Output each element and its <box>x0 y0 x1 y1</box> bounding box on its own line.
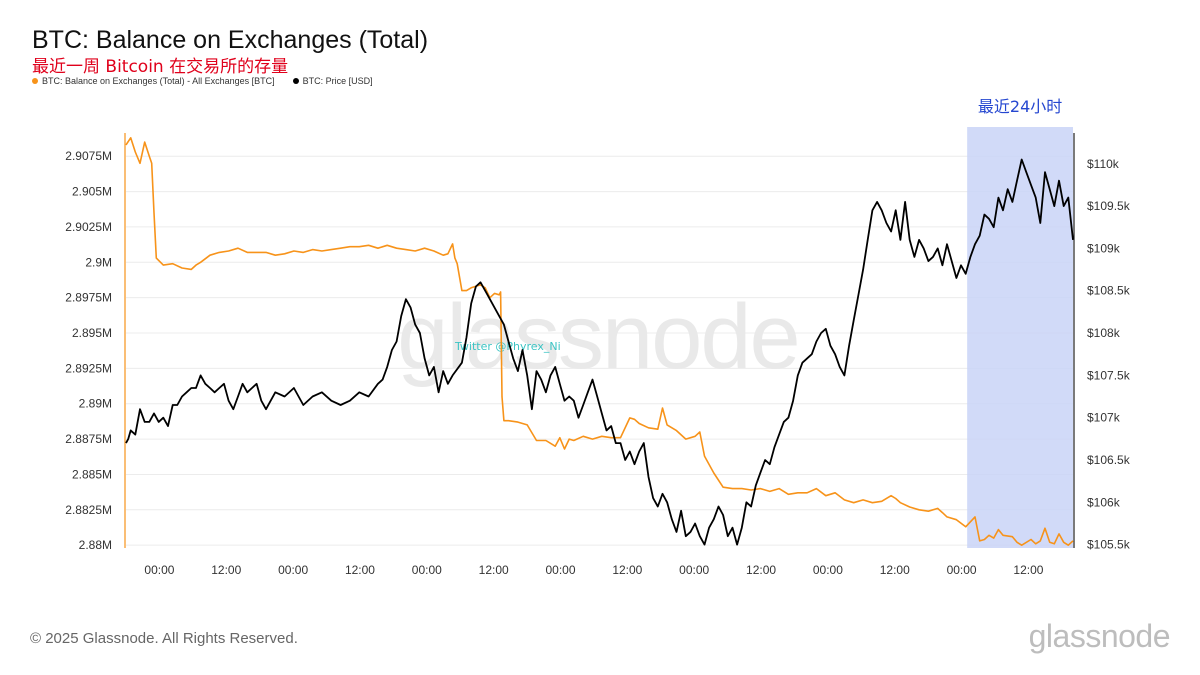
y-right-tick-label: $105.5k <box>1087 538 1131 552</box>
legend-dot-price <box>292 78 299 84</box>
x-tick-label: 00:00 <box>144 563 174 577</box>
x-tick-label: 12:00 <box>479 563 509 577</box>
chart-title: BTC: Balance on Exchanges (Total) <box>32 26 429 54</box>
legend-label-price: BTC: Price [USD] <box>302 76 373 86</box>
y-left-tick-label: 2.9075M <box>65 149 112 163</box>
y-right-tick-label: $108k <box>1087 326 1121 340</box>
y-left-tick-label: 2.89M <box>79 397 112 411</box>
balance-line <box>125 137 1074 546</box>
watermark-note: Twitter @Phyrex_Ni <box>454 340 561 353</box>
y-right-tick-label: $109k <box>1087 241 1121 255</box>
y-right-tick-label: $107.5k <box>1087 368 1131 382</box>
x-tick-label: 00:00 <box>947 563 977 577</box>
price-line <box>125 158 1074 546</box>
brand-logo: glassnode <box>1028 618 1171 654</box>
x-tick-label: 12:00 <box>612 563 642 577</box>
x-tick-label: 00:00 <box>813 563 843 577</box>
y-left-tick-label: 2.9025M <box>65 220 112 234</box>
x-tick-label: 12:00 <box>1013 563 1043 577</box>
y-left-tick-label: 2.885M <box>72 467 112 481</box>
axes: 2.9075M 2.905M 2.9025M 2.9M 2.8975M 2.895M 2.8… <box>65 133 1131 577</box>
x-tick-label: 00:00 <box>412 563 442 577</box>
watermark: glassnode <box>397 286 798 388</box>
x-tick-label: 12:00 <box>746 563 776 577</box>
copyright: © 2025 Glassnode. All Rights Reserved. <box>30 630 298 647</box>
chart-subtitle: 最近一周 Bitcoin 在交易所的存量 <box>32 57 289 77</box>
y-right-tick-label: $109.5k <box>1087 199 1131 213</box>
y-left-tick-label: 2.8975M <box>65 291 112 305</box>
x-tick-label: 12:00 <box>345 563 375 577</box>
y-left-tick-label: 2.8925M <box>65 361 112 375</box>
y-left-tick-label: 2.8875M <box>65 432 112 446</box>
y-left-tick-label: 2.9M <box>85 255 112 269</box>
y-right-tick-label: $107k <box>1087 411 1121 425</box>
x-tick-label: 12:00 <box>880 563 910 577</box>
y-right-tick-label: $108.5k <box>1087 284 1131 298</box>
x-tick-label: 00:00 <box>679 563 709 577</box>
y-right-tick-label: $106k <box>1087 495 1121 509</box>
legend-item-price[interactable]: BTC: Price [USD] <box>292 76 373 86</box>
legend-dot-balance <box>32 78 38 84</box>
x-tick-label: 00:00 <box>545 563 575 577</box>
highlight-label: 最近24小时 <box>978 97 1062 116</box>
legend-label-balance: BTC: Balance on Exchanges (Total) - All … <box>42 76 275 86</box>
y-left-tick-label: 2.88M <box>79 538 112 552</box>
series-lines <box>125 137 1074 546</box>
y-left-tick-label: 2.905M <box>72 185 112 199</box>
y-right-tick-label: $110k <box>1087 157 1120 171</box>
y-left-tick-label: 2.895M <box>72 326 112 340</box>
x-tick-label: 00:00 <box>278 563 308 577</box>
y-right-tick-label: $106.5k <box>1087 453 1131 467</box>
y-left-tick-label: 2.8825M <box>65 503 112 517</box>
legend: BTC: Balance on Exchanges (Total) - All … <box>32 76 373 86</box>
legend-item-balance[interactable]: BTC: Balance on Exchanges (Total) - All … <box>32 76 275 86</box>
x-tick-label: 12:00 <box>211 563 241 577</box>
